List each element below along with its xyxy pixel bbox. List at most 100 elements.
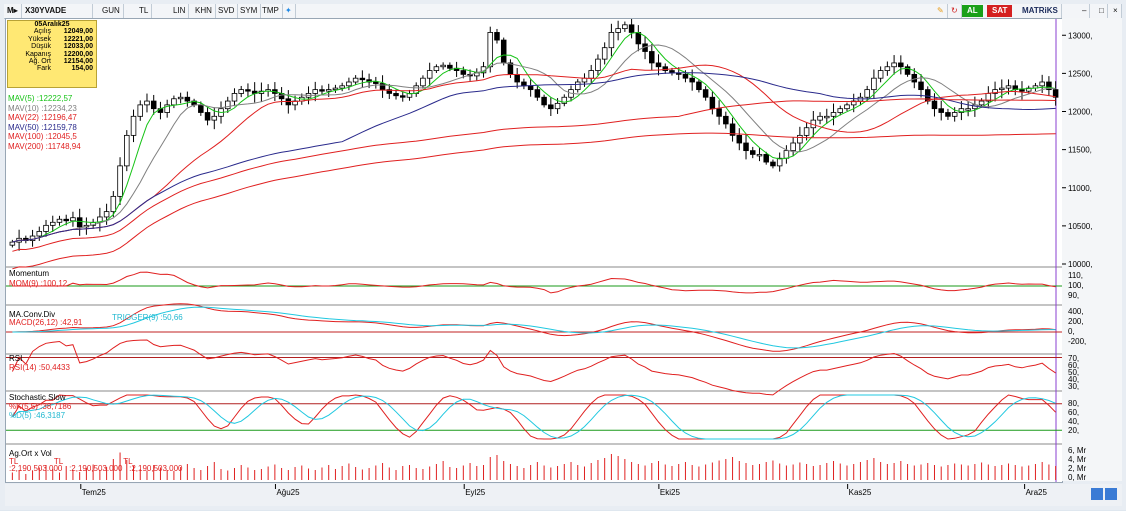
close-icon[interactable]: × — [1110, 4, 1122, 18]
edit-icon[interactable]: ✎ — [934, 4, 948, 18]
mav50-line — [12, 72, 1056, 243]
indicator-tick-label: 6, Mr — [1068, 446, 1087, 455]
indicator-tick-label: 2, Mr — [1068, 464, 1087, 473]
candle-body — [790, 142, 796, 152]
mav-label: MAV(5) — [8, 94, 35, 103]
menu-icon[interactable]: M▸ — [4, 4, 22, 18]
candle-body — [325, 89, 332, 92]
refresh-icon[interactable]: ↻ — [948, 4, 962, 18]
info-key: Ağ. Ort — [28, 58, 51, 66]
stoch-k-line — [11, 394, 1056, 440]
candle-body — [770, 161, 776, 167]
candle-body — [124, 134, 130, 167]
candle-body — [682, 73, 689, 79]
candle-body — [548, 104, 554, 110]
macd-title: MA.Conv.Div — [9, 310, 56, 319]
candle-body — [689, 77, 695, 83]
tmp-button[interactable]: TMP — [259, 4, 283, 18]
candle-body — [776, 157, 783, 167]
candle-body — [211, 115, 218, 121]
chart-svg[interactable] — [6, 18, 1062, 482]
nav-prev-button[interactable] — [1091, 488, 1103, 500]
vol-values: :2,190,503.000 :2,190,503.000 :2,190,503… — [9, 464, 183, 473]
candle-body — [1039, 81, 1045, 87]
candle-body — [36, 231, 43, 237]
candle-body — [534, 89, 541, 98]
candle-body — [110, 195, 117, 213]
candle-body — [783, 150, 790, 159]
candle-body — [43, 224, 49, 232]
candle-body — [601, 47, 608, 60]
vol-title: Ag.Ort x Vol — [9, 449, 52, 458]
mav-label: MAV(10) — [8, 103, 39, 113]
khn-button[interactable]: KHN — [192, 4, 216, 18]
candle-body — [951, 112, 958, 117]
candle-body — [1005, 85, 1012, 89]
ohlc-info-box: 05Aralık25 Açılış 12049,00 Yüksek 12221,00… — [7, 20, 97, 88]
candle-body — [978, 100, 985, 106]
macd-label: MACD(26,12) :42,91 — [9, 318, 83, 327]
candle-body — [56, 218, 63, 223]
sell-button[interactable]: SAT — [987, 5, 1013, 17]
candle-body — [332, 87, 339, 91]
svd-button[interactable]: SVD — [215, 4, 239, 18]
price-tick-label: 11000, — [1068, 184, 1092, 193]
candle-body — [238, 89, 244, 94]
info-value: 12033,00 — [63, 43, 93, 51]
candle-body — [723, 115, 729, 125]
info-key: Fark — [37, 65, 51, 73]
mav22-line — [12, 64, 1056, 243]
candle-body — [224, 100, 231, 110]
candle-body — [615, 28, 621, 33]
rsi-title: RSI — [9, 354, 23, 363]
indicator-tick-label: 40, — [1068, 375, 1079, 384]
candle-body — [763, 154, 769, 163]
candle-body — [359, 77, 366, 81]
period-button[interactable]: GUN — [99, 4, 124, 18]
twitter-icon[interactable]: ✦ — [282, 4, 296, 18]
candle-body — [749, 150, 756, 155]
currency-button[interactable]: TL — [136, 4, 153, 18]
candle-body — [797, 134, 803, 144]
candle-body — [379, 83, 386, 91]
candle-body — [447, 64, 453, 69]
maximize-icon[interactable]: □ — [1096, 4, 1108, 18]
candle-body — [117, 165, 123, 197]
candle-body — [177, 96, 184, 100]
candle-body — [460, 70, 467, 75]
symbol-label[interactable]: X30YVADE — [22, 4, 93, 18]
price-tick-label: 11500, — [1068, 146, 1092, 155]
nav-next-button[interactable] — [1105, 488, 1117, 500]
scale-button[interactable]: LIN — [170, 4, 190, 18]
candle-body — [649, 51, 655, 64]
indicator-tick-label: 400, — [1068, 307, 1084, 316]
mav5-line — [12, 31, 1056, 243]
mav-value: :12045,5 — [45, 132, 77, 141]
minimize-icon[interactable]: – — [1079, 4, 1091, 18]
sym-button[interactable]: SYM — [237, 4, 262, 18]
plot-area[interactable] — [5, 18, 1063, 483]
candle-body — [824, 115, 830, 119]
candle-body — [164, 104, 170, 113]
buy-button[interactable]: AL — [962, 5, 983, 17]
candle-body — [184, 96, 191, 102]
candle-body — [588, 70, 594, 79]
candle-body — [554, 102, 561, 110]
candle-body — [709, 96, 716, 110]
candle-body — [500, 39, 507, 64]
candle-body — [70, 217, 76, 222]
candle-body — [561, 96, 568, 104]
price-tick-label: 12500, — [1068, 69, 1092, 78]
candle-body — [574, 81, 581, 91]
candle-body — [399, 95, 406, 98]
candle-body — [736, 134, 743, 144]
momentum-title: Momentum — [9, 269, 50, 278]
info-value: 12049,00 — [63, 28, 93, 36]
indicator-tick-label: 50, — [1068, 368, 1079, 377]
stoch-title: Stochastic Slow — [9, 393, 66, 402]
candle-body — [137, 104, 144, 117]
info-key: Açılış — [33, 28, 51, 36]
candle-body — [743, 142, 749, 152]
candle-body — [844, 104, 850, 110]
indicator-tick-label: 0, Mr — [1068, 473, 1087, 481]
